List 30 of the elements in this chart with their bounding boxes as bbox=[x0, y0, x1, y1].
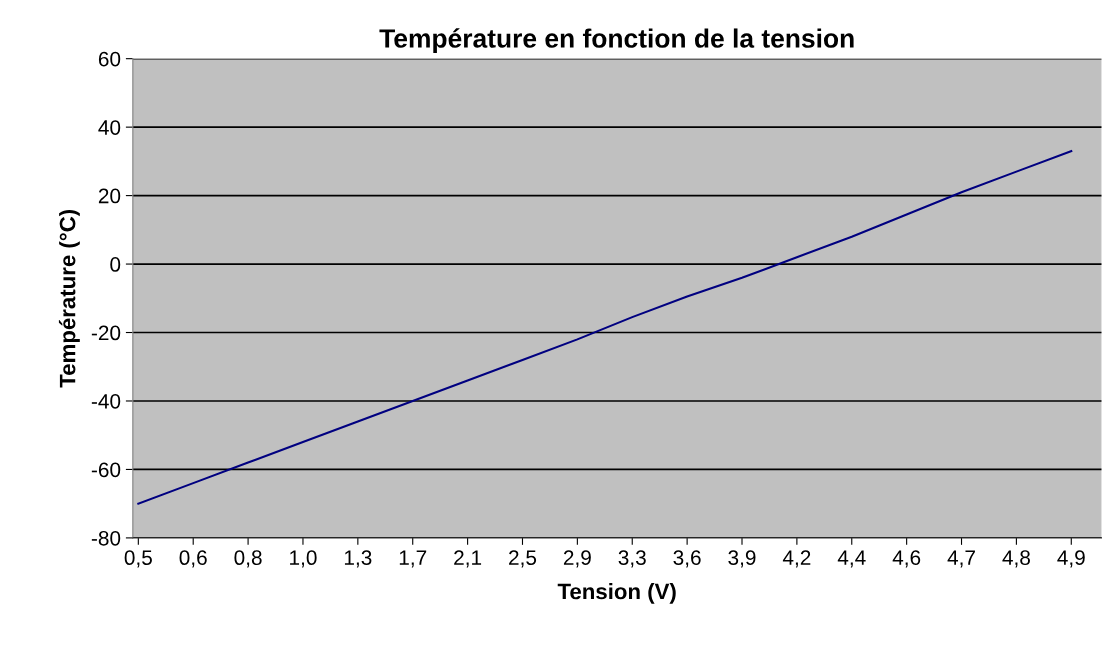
x-tick-label: 0,6 bbox=[179, 550, 207, 568]
x-axis-title: Tension (V) bbox=[557, 583, 676, 604]
x-tick-label: 4,7 bbox=[947, 550, 975, 568]
x-tick-label: 3,6 bbox=[673, 550, 701, 568]
x-tick-label: 0,5 bbox=[124, 550, 152, 568]
x-tick-label: 1,7 bbox=[399, 550, 427, 568]
x-tick-label: 4,8 bbox=[1002, 550, 1030, 568]
y-tick-label: 20 bbox=[98, 188, 121, 204]
x-tick-label: 4,4 bbox=[837, 550, 866, 568]
x-tick-label: 2,1 bbox=[454, 550, 482, 568]
x-tick-label: 4,2 bbox=[782, 550, 811, 568]
x-tick-label: 2,9 bbox=[563, 550, 591, 568]
y-tick-label: -20 bbox=[91, 325, 121, 341]
x-tick-label: 1,3 bbox=[344, 550, 372, 568]
x-tick-label: 1,0 bbox=[290, 550, 317, 568]
x-tick-label: 2,5 bbox=[509, 550, 537, 568]
x-tick-label: 0,8 bbox=[234, 550, 262, 568]
y-tick-label: 60 bbox=[98, 51, 121, 67]
y-axis-title: Température (°C) bbox=[58, 209, 80, 388]
x-tick-label: 3,9 bbox=[728, 550, 756, 568]
line-series bbox=[137, 150, 1073, 505]
x-tick-label: 4,9 bbox=[1057, 550, 1085, 568]
y-tick-label: 40 bbox=[98, 120, 121, 135]
y-tick-label: -80 bbox=[91, 530, 121, 546]
y-tick-label: 0 bbox=[110, 257, 121, 272]
y-tick-label: -60 bbox=[91, 462, 121, 478]
x-tick-label: 3,3 bbox=[618, 550, 646, 568]
x-tick-label: 4,6 bbox=[892, 550, 921, 568]
y-tick-label: -40 bbox=[91, 393, 121, 409]
chart-title: Température en fonction de la tension bbox=[379, 28, 854, 54]
